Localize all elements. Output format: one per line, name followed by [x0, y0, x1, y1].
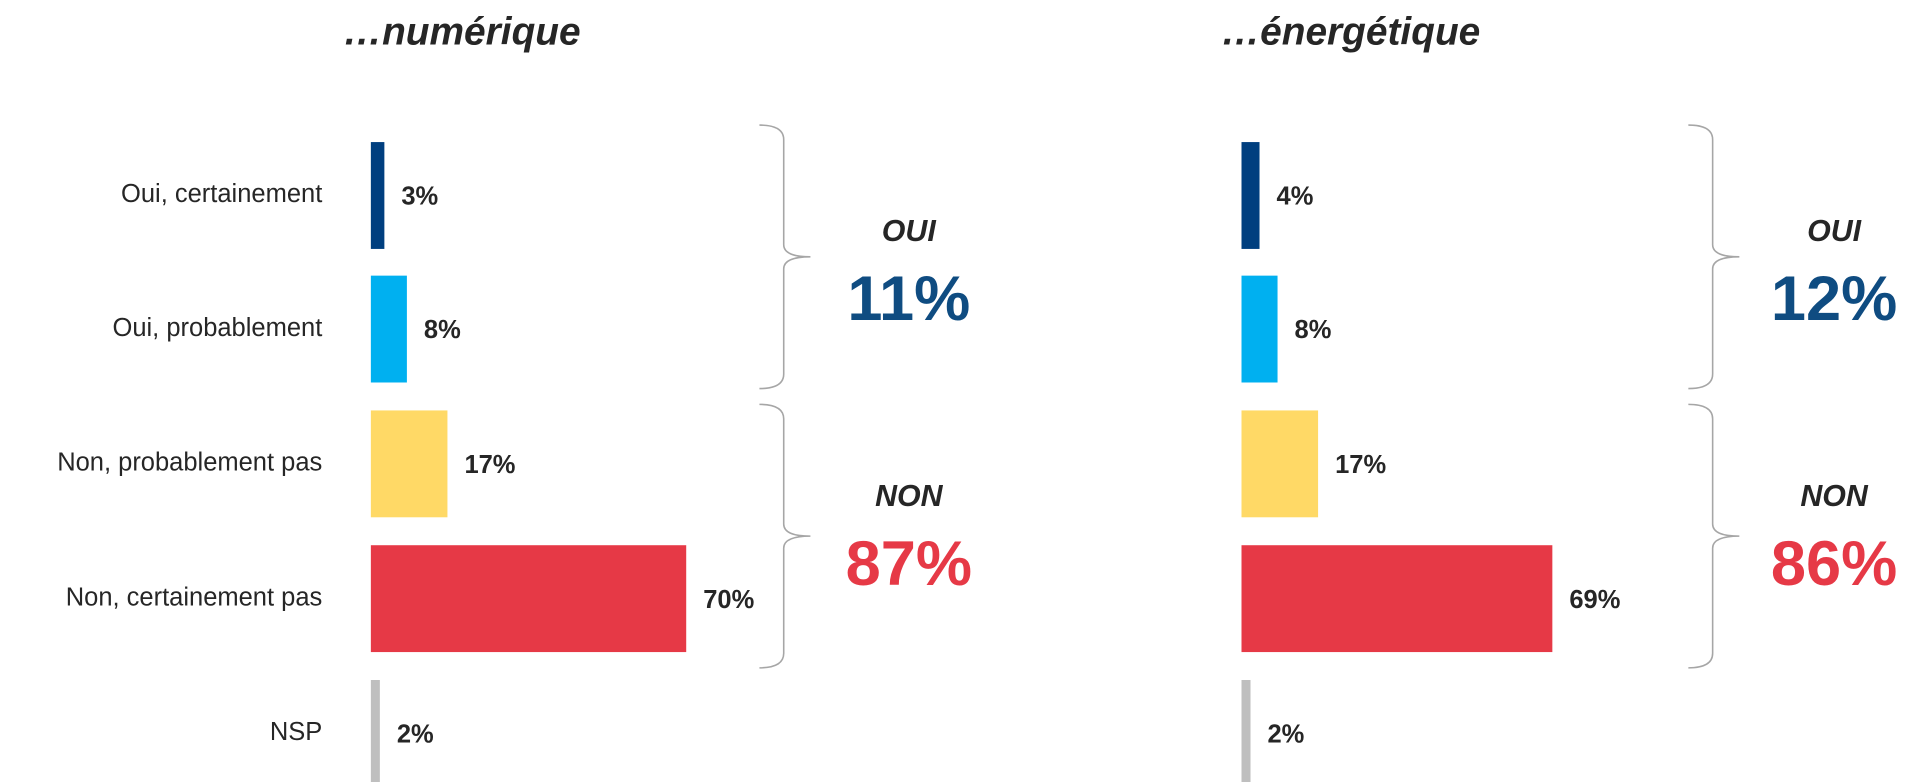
value-label: 3% — [401, 183, 438, 211]
brace — [1688, 124, 1740, 390]
bar — [370, 142, 385, 249]
value-label: 2% — [1268, 721, 1305, 749]
category-label: Oui, certainement — [121, 180, 322, 208]
brace — [1688, 403, 1740, 669]
value-label: 8% — [1295, 316, 1332, 344]
bar — [1241, 680, 1251, 782]
value-label: 17% — [464, 451, 515, 479]
bar — [370, 410, 448, 518]
group-label: OUI — [882, 215, 937, 248]
chart-title: …numérique — [343, 10, 580, 53]
bar — [370, 545, 687, 653]
group-label: OUI — [1807, 215, 1862, 248]
group-label: NON — [1800, 480, 1869, 513]
bar — [1241, 410, 1319, 518]
bar — [370, 275, 407, 383]
value-label: 69% — [1569, 586, 1620, 614]
chart-title: …énergétique — [1221, 10, 1480, 53]
brace — [759, 403, 811, 669]
bar — [370, 680, 380, 782]
category-label: Non, probablement pas — [57, 449, 322, 477]
bar — [1241, 545, 1553, 653]
group-value: 11% — [847, 264, 970, 334]
category-label: Oui, probablement — [112, 314, 322, 342]
group-label: NON — [875, 480, 944, 513]
group-value: 86% — [1771, 529, 1897, 599]
value-label: 8% — [424, 316, 461, 344]
value-label: 17% — [1335, 451, 1386, 479]
bar — [1241, 275, 1278, 383]
value-label: 4% — [1277, 183, 1314, 211]
category-label: NSP — [270, 718, 322, 746]
category-label: Non, certainement pas — [66, 583, 323, 611]
bar — [1241, 142, 1260, 249]
value-label: 70% — [703, 586, 754, 614]
group-value: 87% — [846, 529, 972, 599]
brace — [759, 124, 811, 390]
value-label: 2% — [397, 721, 434, 749]
group-value: 12% — [1771, 264, 1897, 334]
